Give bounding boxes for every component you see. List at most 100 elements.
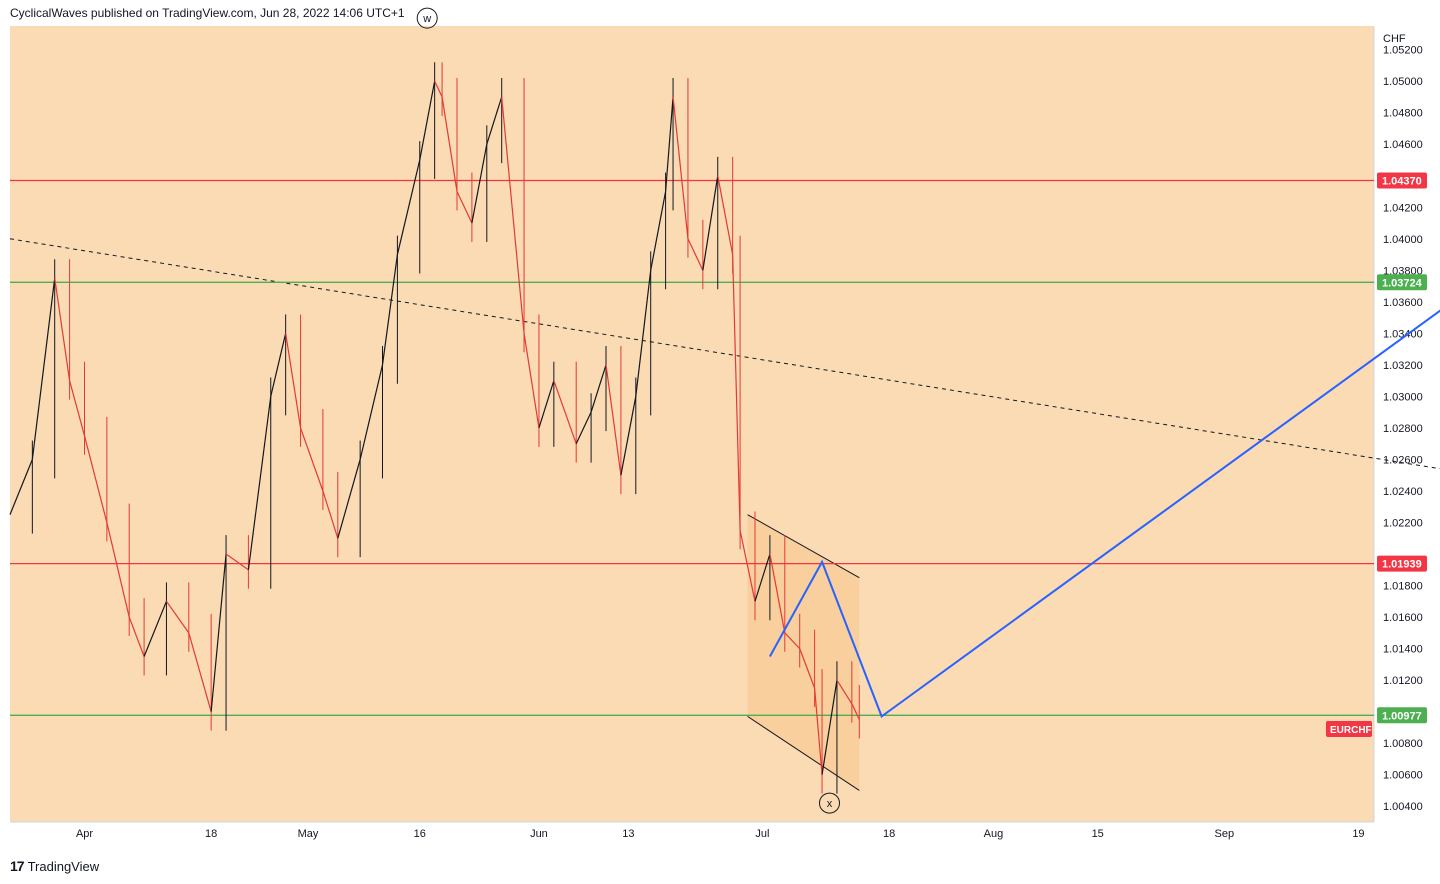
price-segment — [605, 364, 622, 476]
price-segment — [285, 333, 302, 429]
price-segment — [650, 191, 667, 271]
y-tick-label: 1.04000 — [1383, 234, 1423, 246]
price-segment — [322, 490, 339, 539]
x-tick-label: 18 — [883, 828, 895, 840]
x-tick-label: 16 — [414, 828, 426, 840]
y-tick-label: 1.01600 — [1383, 612, 1423, 624]
price-segment — [672, 96, 689, 239]
x-tick-label: Aug — [984, 828, 1004, 840]
price-segment — [31, 278, 56, 460]
price-segment — [851, 703, 860, 720]
price-segment — [836, 679, 853, 705]
wave-label-x: x — [827, 798, 833, 810]
currency-label: CHF — [1383, 33, 1406, 45]
price-segment — [769, 553, 786, 633]
channel-lower-line[interactable] — [747, 715, 860, 791]
y-tick-label: 1.00800 — [1383, 738, 1423, 750]
y-tick-label: 1.03200 — [1383, 360, 1423, 372]
y-tick-label: 1.02600 — [1383, 454, 1423, 466]
price-segment — [702, 175, 719, 271]
y-tick-label: 1.03600 — [1383, 297, 1423, 309]
x-tick-label: Sep — [1215, 828, 1235, 840]
projection-path[interactable] — [769, 267, 1440, 718]
price-segment — [553, 380, 577, 444]
price-segment — [434, 80, 443, 98]
price-segment — [83, 435, 108, 523]
price-segment — [128, 616, 145, 657]
price-segment — [359, 364, 384, 460]
price-segment — [501, 96, 525, 334]
chart-plot-area[interactable]: CHF 1.05200 1.05000 1.04800 1.04600 1.04200 1.… — [9, 7, 1440, 848]
x-tick-label: May — [298, 828, 319, 840]
price-segment — [799, 648, 816, 689]
x-tick-label: 19 — [1352, 828, 1364, 840]
x-tick-label: 13 — [622, 828, 634, 840]
x-tick-label: 18 — [205, 828, 217, 840]
y-tick-label: 1.04600 — [1383, 139, 1423, 151]
tradingview-logo-text: TradingView — [27, 858, 100, 874]
wave-label-circle — [819, 792, 840, 814]
y-tick-label: 1.03000 — [1383, 391, 1423, 403]
level-price-label: 1.04370 — [1382, 175, 1422, 187]
price-segment — [717, 175, 734, 255]
y-tick-label: 1.01800 — [1383, 581, 1423, 593]
price-segment — [270, 333, 287, 397]
symbol-badge — [1326, 721, 1372, 738]
channel-fill — [747, 514, 860, 791]
wave-label-circle — [416, 7, 438, 29]
price-segment — [337, 459, 361, 539]
price-segment — [687, 238, 704, 271]
y-tick-label: 1.02400 — [1383, 486, 1423, 498]
price-segment — [441, 96, 458, 192]
time-axis-panel[interactable] — [10, 822, 1374, 848]
price-segment — [821, 680, 838, 775]
price-segment — [665, 96, 674, 192]
channel-upper-line[interactable] — [747, 514, 860, 579]
price-segment — [9, 459, 33, 515]
y-tick-label: 1.05000 — [1383, 76, 1423, 88]
price-segment — [471, 144, 488, 224]
price-segment — [523, 333, 540, 429]
price-axis-panel[interactable] — [1374, 26, 1430, 822]
level-price-badge — [1377, 172, 1427, 189]
price-segment — [143, 601, 168, 657]
price-segment — [381, 254, 398, 365]
dashed-trendline[interactable] — [9, 238, 1440, 479]
price-segment — [814, 687, 823, 775]
price-segment — [106, 522, 130, 618]
price-segment — [754, 553, 771, 602]
y-tick-label: 1.00400 — [1383, 801, 1423, 813]
price-segment — [732, 254, 741, 531]
price-segment — [575, 411, 592, 444]
price-segment — [299, 427, 324, 492]
x-tick-label: Apr — [76, 828, 93, 840]
price-segment — [590, 364, 607, 413]
x-tick-label: Jul — [755, 828, 769, 840]
price-segment — [165, 600, 190, 634]
y-tick-label: 1.01200 — [1383, 675, 1423, 687]
level-price-label: 1.00977 — [1382, 710, 1422, 722]
wave-label-w: w — [422, 13, 431, 25]
tradingview-logo[interactable]: 17 TradingView — [10, 858, 99, 874]
y-tick-label: 1.01400 — [1383, 644, 1423, 656]
y-tick-label: 1.00600 — [1383, 770, 1423, 782]
publication-header: CyclicalWaves published on TradingView.c… — [10, 6, 405, 20]
price-segment — [456, 191, 473, 224]
price-segment — [225, 553, 249, 571]
price-segment — [538, 380, 555, 429]
price-segment — [635, 270, 652, 397]
level-price-label: 1.03724 — [1382, 277, 1423, 289]
price-segment — [486, 96, 503, 145]
level-price-label: 1.01939 — [1382, 559, 1422, 571]
price-segment — [419, 81, 436, 161]
x-tick-label: Jun — [530, 828, 548, 840]
price-segment — [54, 278, 71, 381]
level-price-badge — [1377, 707, 1427, 724]
price-segment — [210, 553, 227, 712]
price-segment — [620, 396, 637, 476]
y-tick-label: 1.04800 — [1383, 108, 1423, 120]
tradingview-logo-icon: 17 — [10, 858, 25, 874]
price-segment — [784, 632, 801, 650]
symbol-label: EURCHF — [1330, 725, 1372, 736]
